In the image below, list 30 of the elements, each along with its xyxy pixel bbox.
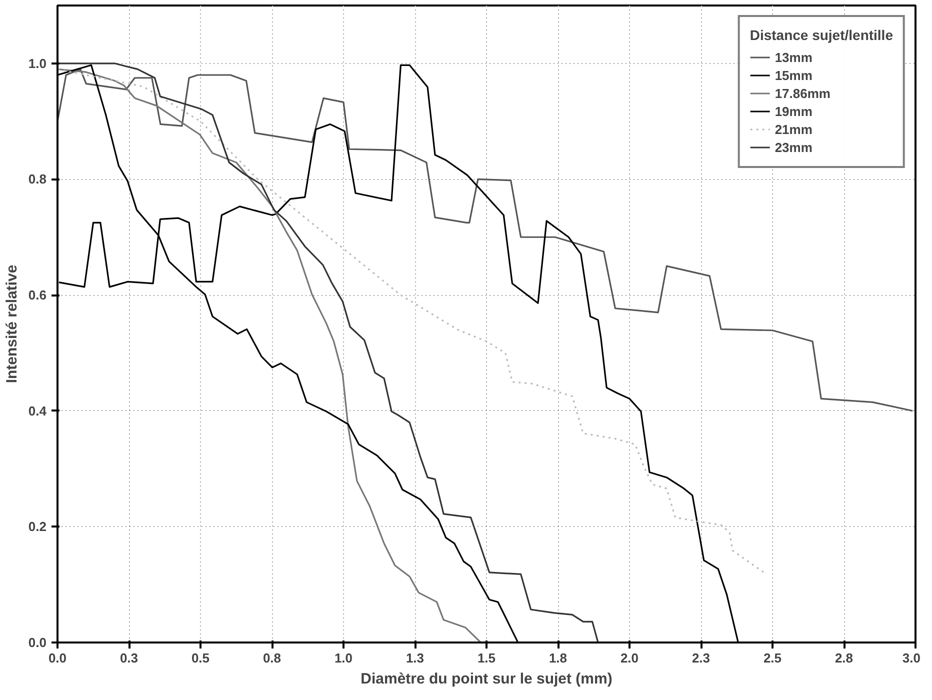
line-series — [58, 68, 765, 574]
legend-label: 15mm — [774, 68, 812, 82]
x-tick-label: 0.8 — [262, 650, 282, 666]
x-axis-title: Diamètre du point sur le sujet (mm) — [360, 670, 612, 688]
legend-label: 17.86mm — [774, 86, 830, 100]
x-tick-label: 2.0 — [620, 650, 639, 666]
x-tick-label: 0.5 — [191, 650, 210, 666]
x-tick-label: 0.0 — [48, 650, 67, 666]
legend-label: 13mm — [774, 50, 812, 64]
legend-title: Distance sujet/lentille — [750, 27, 893, 43]
x-tick-label: 2.8 — [834, 650, 854, 666]
x-tick-label: 2.5 — [763, 650, 782, 666]
y-tick-label: 0.4 — [28, 403, 48, 418]
x-tick-label: 0.3 — [120, 650, 138, 666]
y-tick-label: 0.2 — [28, 519, 47, 534]
x-tick-label: 3.0 — [902, 650, 921, 666]
legend-label: 19mm — [774, 104, 812, 118]
y-tick-label: 0.6 — [28, 288, 47, 303]
x-tick-label: 1.0 — [334, 650, 353, 666]
x-tick-label: 2.3 — [692, 650, 710, 666]
y-axis-title: Intensité relative — [3, 264, 20, 384]
legend-label: 23mm — [774, 140, 812, 154]
legend-label: 21mm — [774, 122, 812, 136]
x-tick-label: 1.8 — [548, 650, 568, 666]
x-tick-label: 1.5 — [477, 650, 496, 666]
x-tick-label: 1.3 — [406, 650, 424, 666]
y-tick-label: 1.0 — [28, 56, 47, 71]
y-tick-label: 0.0 — [28, 635, 47, 650]
line-series — [58, 68, 914, 412]
y-tick-label: 0.8 — [28, 172, 47, 187]
